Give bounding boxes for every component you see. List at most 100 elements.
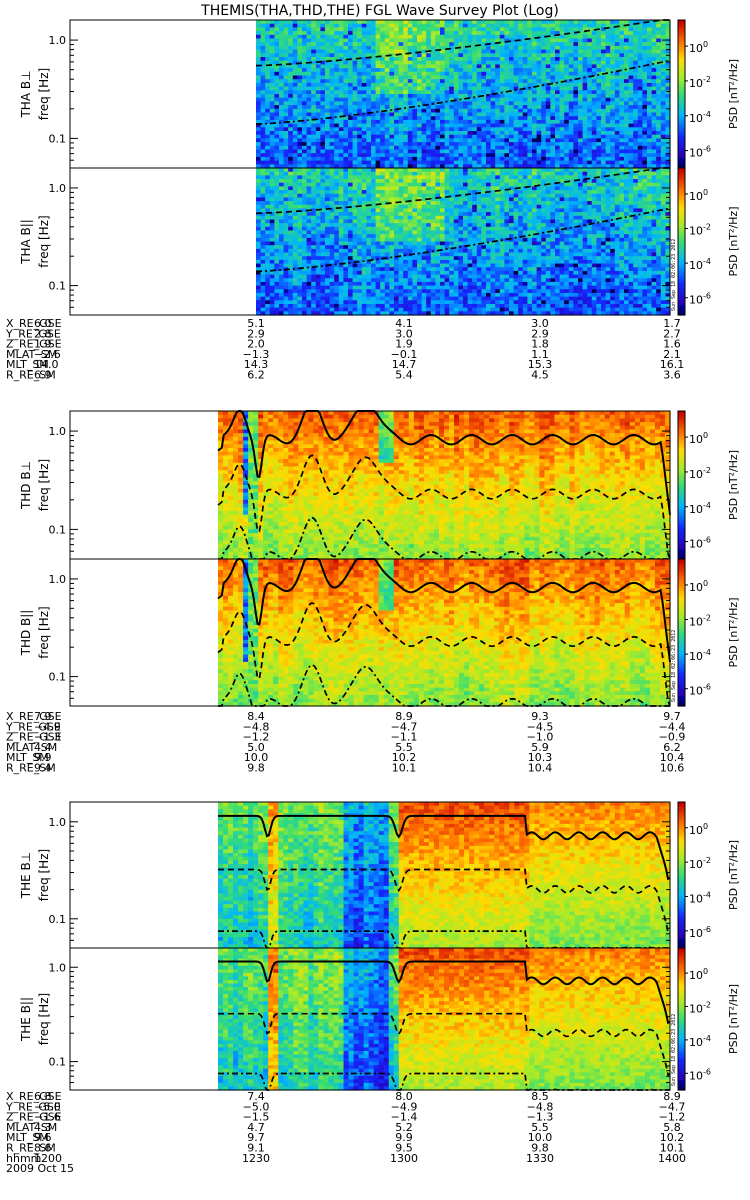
- psd-cell: [339, 245, 344, 249]
- psd-cell: [307, 24, 312, 28]
- psd-cell: [385, 64, 390, 68]
- psd-cell: [440, 157, 445, 161]
- psd-cell: [348, 230, 353, 234]
- psd-cell: [399, 57, 404, 61]
- psd-cell: [353, 90, 358, 94]
- psd-cell: [661, 120, 666, 124]
- psd-cell: [339, 131, 344, 135]
- psd-cell: [399, 260, 404, 264]
- psd-cell: [339, 238, 344, 242]
- psd-cell: [601, 64, 606, 68]
- psd-cell: [431, 31, 436, 35]
- psd-cell: [320, 76, 325, 80]
- psd-cell: [477, 142, 482, 146]
- psd-cell: [399, 264, 404, 268]
- psd-cell: [583, 72, 588, 76]
- psd-cell: [380, 271, 385, 275]
- psd-cell: [293, 190, 298, 194]
- psd-cell: [288, 286, 293, 290]
- psd-cell: [307, 253, 312, 257]
- psd-cell: [615, 142, 620, 146]
- psd-cell: [546, 150, 551, 154]
- psd-cell: [500, 35, 505, 39]
- psd-cell: [578, 46, 583, 50]
- psd-cell: [362, 219, 367, 223]
- psd-cell: [339, 183, 344, 187]
- psd-cell: [330, 168, 335, 172]
- psd-cell: [389, 98, 394, 102]
- psd-cell: [311, 219, 316, 223]
- psd-cell: [606, 68, 611, 72]
- psd-cell: [541, 94, 546, 98]
- psd-cell: [389, 42, 394, 46]
- psd-cell: [353, 264, 358, 268]
- psd-cell: [426, 120, 431, 124]
- psd-cell: [638, 94, 643, 98]
- psd-cell: [316, 234, 321, 238]
- psd-cell: [330, 230, 335, 234]
- psd-cell: [491, 53, 496, 57]
- psd-cell: [486, 50, 491, 54]
- psd-cell: [431, 64, 436, 68]
- psd-cell: [569, 20, 574, 24]
- psd-cell: [293, 168, 298, 172]
- psd-cell: [288, 271, 293, 275]
- psd-cell: [261, 83, 266, 87]
- psd-cell: [610, 27, 615, 31]
- psd-cell: [265, 172, 270, 176]
- psd-cell: [311, 64, 316, 68]
- psd-cell: [564, 157, 569, 161]
- psd-cell: [376, 205, 381, 209]
- psd-cell: [366, 146, 371, 150]
- psd-cell: [302, 172, 307, 176]
- psd-cell: [403, 72, 408, 76]
- psd-cell: [293, 72, 298, 76]
- psd-cell: [619, 138, 624, 142]
- psd-cell: [284, 186, 289, 190]
- psd-cell: [624, 157, 629, 161]
- psd-cell: [362, 87, 367, 91]
- psd-cell: [307, 197, 312, 201]
- psd-cell: [463, 90, 468, 94]
- psd-cell: [514, 120, 519, 124]
- psd-cell: [587, 113, 592, 117]
- psd-cell: [265, 79, 270, 83]
- psd-cell: [311, 308, 316, 312]
- psd-cell: [279, 46, 284, 50]
- psd-cell: [463, 157, 468, 161]
- psd-cell: [334, 20, 339, 24]
- psd-cell: [629, 120, 634, 124]
- psd-cell: [518, 50, 523, 54]
- psd-cell: [555, 124, 560, 128]
- psd-cell: [343, 275, 348, 279]
- psd-cell: [408, 124, 413, 128]
- psd-cell: [316, 157, 321, 161]
- psd-cell: [472, 90, 477, 94]
- psd-cell: [408, 61, 413, 65]
- psd-cell: [389, 31, 394, 35]
- psd-cell: [606, 83, 611, 87]
- psd-cell: [307, 161, 312, 165]
- psd-cell: [348, 194, 353, 198]
- psd-cell: [440, 113, 445, 117]
- psd-cell: [394, 101, 399, 105]
- psd-cell: [606, 35, 611, 39]
- psd-cell: [297, 39, 302, 43]
- psd-cell: [343, 124, 348, 128]
- psd-cell: [550, 113, 555, 117]
- psd-cell: [371, 227, 376, 231]
- psd-cell: [279, 230, 284, 234]
- psd-cell: [389, 219, 394, 223]
- psd-cell: [610, 146, 615, 150]
- psd-cell: [334, 50, 339, 54]
- psd-cell: [399, 35, 404, 39]
- psd-cell: [353, 150, 358, 154]
- psd-cell: [661, 24, 666, 28]
- psd-cell: [330, 161, 335, 165]
- psd-cell: [537, 90, 542, 94]
- psd-cell: [357, 245, 362, 249]
- psd-cell: [454, 83, 459, 87]
- psd-cell: [274, 142, 279, 146]
- psd-cell: [307, 146, 312, 150]
- psd-cell: [371, 153, 376, 157]
